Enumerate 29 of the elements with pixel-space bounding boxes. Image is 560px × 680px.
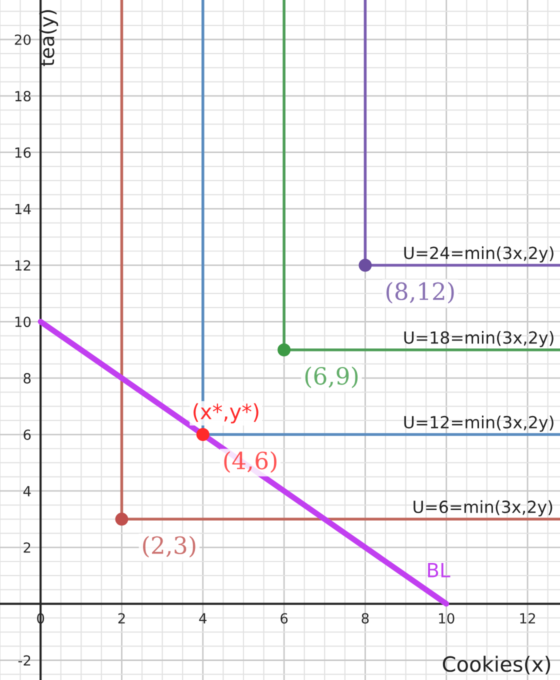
x-tick-label: 10	[439, 613, 454, 624]
x-tick-label: 8	[362, 613, 369, 624]
y-tick-label: 4	[23, 486, 31, 496]
y-tick-label: 10	[15, 316, 31, 328]
y-tick-label: 6	[24, 429, 31, 440]
x-tick-label: 6	[280, 613, 288, 624]
series-label: BL	[428, 563, 450, 578]
y-tick-label: 20	[14, 34, 31, 45]
annotation: U=18=min(3x,2y)	[404, 330, 554, 348]
y-axis-title: tea(y)	[39, 10, 58, 66]
y-tick-label: 8	[24, 373, 31, 384]
y-tick-label: -2	[18, 655, 30, 666]
y-tick-label: 16	[15, 147, 31, 158]
x-tick-label: 2	[118, 613, 125, 624]
x-axis-title: Cookies(x)	[442, 656, 550, 674]
annotation: (4,6)	[224, 451, 276, 473]
y-tick-label: 14	[15, 204, 31, 214]
annotation: U=24=min(3x,2y)	[404, 246, 554, 262]
annotation: (x*,y*)	[194, 403, 258, 424]
annotation: U=6=min(3x,2y)	[414, 500, 552, 516]
annotation: U=12=min(3x,2y)	[404, 416, 554, 432]
y-tick-label: 2	[24, 542, 30, 553]
annotation: (8,12)	[386, 282, 454, 304]
y-tick-label: 12	[15, 260, 30, 271]
x-tick-label: 12	[520, 613, 535, 624]
y-tick-label: 18	[15, 90, 31, 102]
annotation: (6,9)	[305, 366, 358, 388]
annotation: (2,3)	[143, 536, 196, 558]
x-tick-label: 4	[199, 613, 207, 624]
